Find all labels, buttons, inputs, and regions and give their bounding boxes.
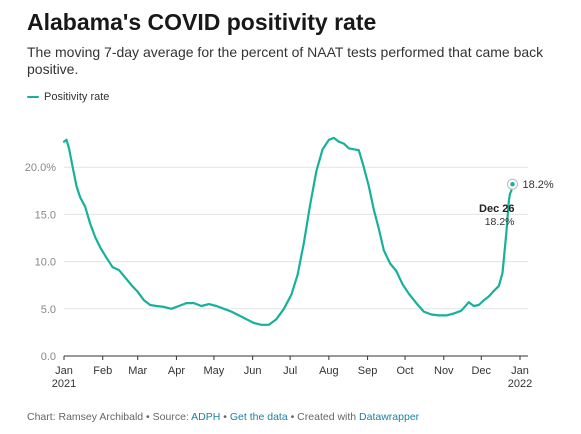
series-line (62, 136, 514, 326)
chart-footer: Chart: Ramsey Archibald • Source: ADPH •… (27, 411, 419, 423)
x-tick-label: May (204, 365, 225, 377)
x-tick-label: Mar (128, 365, 147, 377)
x-tick-label: Feb (93, 365, 112, 377)
source-link[interactable]: ADPH (191, 411, 221, 423)
chart-subtitle: The moving 7-day average for the percent… (27, 44, 544, 77)
end-value-label: 18.2% (523, 179, 554, 191)
datawrapper-link[interactable]: Datawrapper (359, 411, 420, 423)
footer-credit: Chart: Ramsey Archibald • Source: (27, 411, 192, 423)
x-tick-label: Jun (244, 365, 262, 377)
x-tick-sublabel: 2022 (508, 378, 532, 390)
chart-title: Alabama's COVID positivity rate (27, 9, 377, 35)
x-tick-label: Jul (283, 365, 297, 377)
x-tick-label: Nov (434, 365, 454, 377)
y-axis: 0.0 5.0 10.0 15.0 20.0% (25, 162, 56, 363)
y-tick-label: 5.0 (41, 304, 56, 316)
x-tick-sublabel: 2021 (52, 378, 76, 390)
gridlines (64, 166, 528, 357)
x-tick-label: Jan (511, 365, 529, 377)
legend: Positivity rate (27, 91, 109, 103)
y-tick-label: 10.0 (35, 257, 56, 269)
legend-label: Positivity rate (44, 91, 110, 103)
footer-created-with: • Created with (287, 411, 360, 423)
annotation-value: 18.2% (485, 216, 515, 228)
get-data-link[interactable]: Get the data (229, 411, 288, 423)
x-tick-label: Jan (55, 365, 73, 377)
series-layer (62, 136, 514, 326)
y-tick-label: 15.0 (35, 209, 56, 221)
x-tick-label: Oct (397, 365, 414, 377)
annotation-date: Dec 26 (479, 203, 514, 215)
x-tick-label: Aug (319, 365, 339, 377)
footer-sep: • (220, 411, 230, 423)
x-tick-label: Apr (168, 365, 185, 377)
x-tick-label: Dec (471, 365, 491, 377)
y-tick-label: 20.0% (25, 162, 56, 174)
x-tick-label: Sep (358, 365, 378, 377)
legend-swatch (27, 95, 39, 99)
end-marker (510, 181, 515, 187)
y-tick-label: 0.0 (41, 351, 56, 363)
